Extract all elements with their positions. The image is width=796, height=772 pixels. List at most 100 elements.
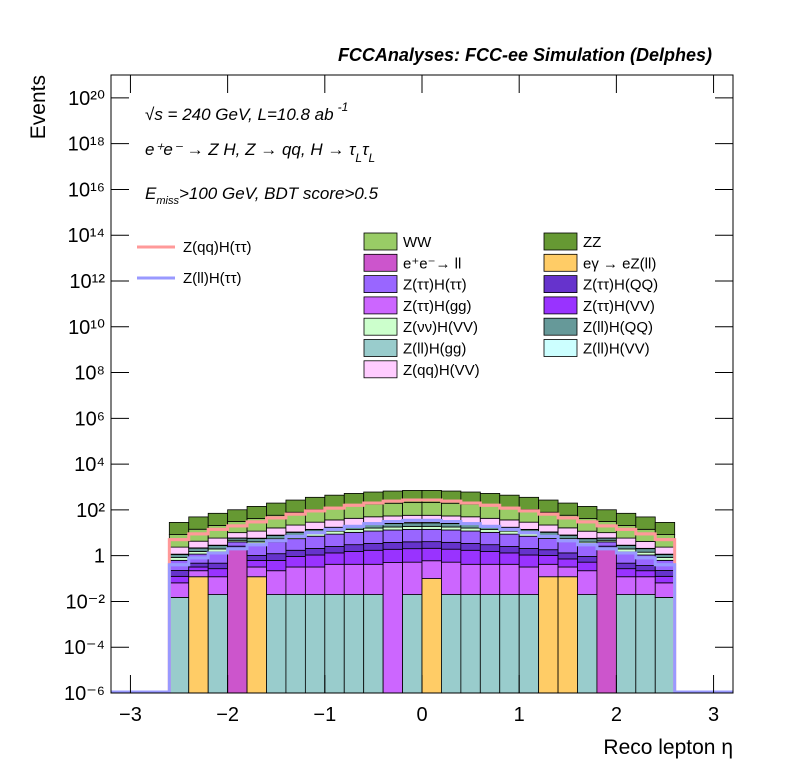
histogram-bar	[518, 594, 540, 694]
histogram-bar	[479, 594, 501, 694]
y-tick-label: 10⁸	[74, 363, 105, 385]
histogram-bar	[246, 506, 267, 519]
histogram-bar	[266, 553, 287, 561]
histogram-bar	[363, 594, 384, 694]
annotation-text: L	[355, 151, 362, 165]
histogram-bar	[324, 563, 345, 595]
histogram-bar	[499, 594, 520, 694]
histogram-bar	[246, 560, 267, 568]
histogram-bar	[382, 502, 403, 517]
legend-label: Z(ll)H(ττ)	[183, 270, 242, 287]
histogram-bar	[188, 540, 209, 549]
annotation-text: E	[145, 184, 157, 203]
histogram-bar	[207, 512, 229, 526]
histogram-bar	[654, 546, 676, 555]
x-tick-label: 3	[708, 704, 719, 726]
histogram-bar	[421, 525, 442, 530]
y-tick-label: 10⁴	[74, 454, 105, 476]
histogram-bar	[188, 566, 209, 572]
histogram-bar	[499, 494, 520, 508]
histogram-bar	[654, 570, 676, 577]
histogram-bar	[324, 519, 345, 528]
histogram-bar	[207, 525, 229, 539]
histogram-bar	[188, 516, 209, 530]
histogram-bar	[363, 527, 384, 532]
histogram-bar	[402, 522, 423, 527]
histogram-bar	[207, 545, 229, 550]
y-tick-label: 10¹⁰	[68, 317, 105, 339]
histogram-bar	[654, 522, 676, 535]
y-tick-label: 10⁶	[75, 408, 105, 430]
histogram-bar	[499, 533, 520, 547]
legend-swatch	[543, 339, 578, 357]
legend-label: Z(ττ)H(gg)	[403, 298, 472, 315]
histogram-bar	[460, 594, 481, 694]
histogram-bar	[654, 582, 676, 598]
legend-label: eγ → eZ(ll)	[583, 255, 656, 272]
legend-swatch	[543, 232, 578, 251]
histogram-bar	[421, 541, 442, 549]
histogram-bar	[246, 544, 267, 556]
histogram-bar	[304, 554, 326, 568]
annotation-text: -1	[338, 100, 349, 114]
histogram-bar	[615, 545, 637, 550]
y-tick-label: 10²⁰	[68, 88, 105, 110]
histogram-bar	[441, 561, 462, 595]
legend-label: Z(qq)H(VV)	[403, 362, 480, 379]
histogram-bar	[635, 576, 656, 595]
histogram-bar	[615, 525, 637, 539]
histogram-bar	[615, 568, 637, 578]
histogram-bar	[441, 526, 462, 531]
histogram-bar	[441, 502, 462, 517]
histogram-bar	[518, 535, 540, 549]
y-tick-label: 10¹⁸	[68, 134, 105, 156]
annotation: e⁺e⁻ → Z H, Z → qq, H → τLτL	[145, 140, 375, 165]
histogram-bar	[343, 563, 365, 595]
x-tick-label: 0	[416, 704, 427, 726]
histogram-bar	[460, 563, 481, 595]
histogram-bar	[460, 527, 481, 532]
histogram-bar	[654, 554, 676, 558]
legend-swatch	[363, 339, 398, 357]
histogram-bar	[382, 523, 403, 528]
histogram-bar	[577, 556, 598, 563]
histogram-bar	[188, 547, 209, 552]
histogram-bar	[382, 562, 403, 694]
histogram-bar	[635, 565, 656, 572]
histogram-bar	[168, 522, 190, 535]
histogram-bar	[577, 544, 598, 557]
histogram-bar	[382, 526, 403, 531]
annotation-text: e⁺e⁻ → Z H, Z → qq, H → τ	[145, 140, 357, 159]
histogram-bar	[654, 597, 676, 694]
histogram-bar	[343, 544, 365, 552]
histogram-bar	[479, 544, 501, 552]
legend-label: Z(ll)H(VV)	[583, 341, 650, 358]
histogram-bar	[304, 535, 326, 549]
histogram-bar	[343, 594, 365, 694]
chart-title: FCCAnalyses: FCC-ee Simulation (Delphes)	[338, 45, 712, 65]
x-tick-label: −2	[216, 704, 239, 726]
legend-label: Z(νν)H(VV)	[403, 319, 478, 336]
histogram-bar	[557, 558, 578, 568]
histogram-bar	[304, 521, 326, 530]
histogram-bar	[538, 538, 559, 551]
histogram-bar	[246, 566, 267, 578]
histogram-bar	[324, 552, 345, 565]
histogram-bar	[382, 529, 403, 543]
histogram-bar	[615, 594, 637, 694]
histogram-bar	[168, 570, 190, 577]
histogram-bar	[266, 541, 287, 555]
histogram-bar	[441, 541, 462, 550]
histogram-bar	[285, 499, 306, 513]
x-tick-label: −3	[119, 704, 142, 726]
histogram-bar	[635, 541, 656, 549]
histogram-bar	[421, 547, 442, 562]
histogram-bar	[499, 519, 520, 528]
histogram-bar	[441, 523, 462, 528]
histogram-bar	[421, 578, 442, 694]
histogram-bar	[227, 541, 248, 547]
histogram-bar	[577, 530, 598, 539]
legend-swatch	[543, 253, 578, 272]
histogram-bar	[596, 548, 617, 694]
y-tick-label: 10⁻²	[66, 591, 106, 613]
